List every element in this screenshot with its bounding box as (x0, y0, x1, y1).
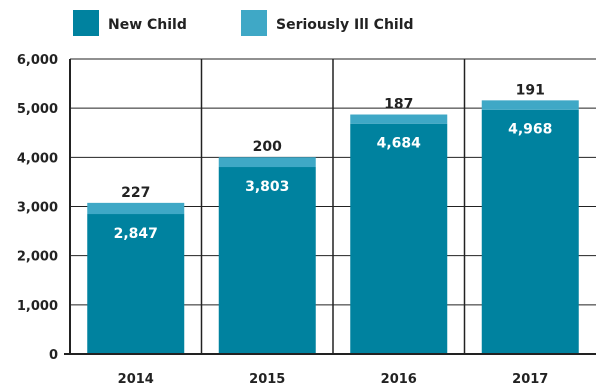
x-tick-label: 2016 (381, 372, 417, 387)
legend-label-seriously-ill-child: Seriously Ill Child (276, 17, 414, 33)
bar-segment (218, 157, 316, 168)
legend-label-new-child: New Child (108, 17, 187, 33)
data-label: 3,803 (245, 179, 289, 195)
bar-segment (481, 109, 579, 355)
data-label: 2,847 (114, 226, 158, 242)
x-tick-label: 2014 (118, 372, 154, 387)
data-label: 227 (121, 185, 150, 201)
x-axis: 2014 2015 2016 2017 (64, 353, 596, 387)
data-label: 187 (384, 97, 413, 113)
y-tick-label: 1,000 (17, 299, 58, 314)
y-tick-label: 0 (49, 348, 58, 363)
legend-swatch-new-child (73, 10, 99, 36)
bar-segment (87, 214, 185, 354)
bar-segment (350, 114, 448, 124)
y-tick-label: 4,000 (17, 151, 58, 166)
y-tick-label: 6,000 (17, 53, 58, 68)
y-tick-label: 2,000 (17, 250, 58, 265)
legend-swatch-seriously-ill-child (241, 10, 267, 36)
y-axis: 0 1,000 2,000 3,000 4,000 5,000 6,000 (17, 53, 71, 363)
data-label: 4,968 (508, 122, 552, 138)
bars (87, 100, 579, 355)
y-tick-label: 3,000 (17, 201, 58, 216)
y-tick-label: 5,000 (17, 102, 58, 117)
legend: New Child Seriously Ill Child (73, 10, 414, 36)
x-tick-label: 2015 (249, 372, 285, 387)
bar-segment (218, 167, 316, 354)
bar-segment (481, 100, 579, 110)
data-label: 200 (253, 139, 282, 155)
data-labels: 2,847 227 3,803 200 4,684 187 4,968 191 (114, 82, 553, 242)
bar-segment (350, 123, 448, 354)
bar-segment (87, 202, 185, 215)
data-label: 191 (516, 82, 545, 98)
x-tick-label: 2017 (512, 372, 548, 387)
data-label: 4,684 (377, 136, 422, 152)
